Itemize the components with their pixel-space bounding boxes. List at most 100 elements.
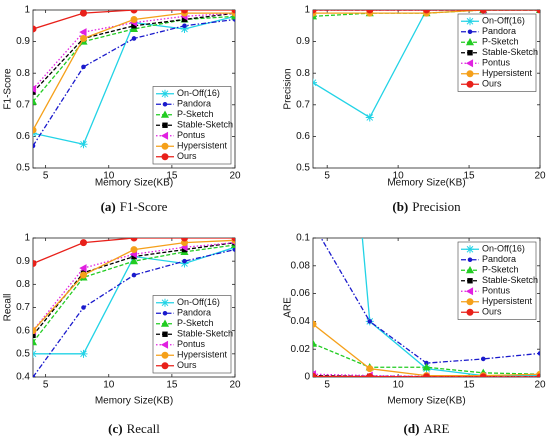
marker <box>366 365 374 373</box>
x-axis-label: Memory Size(KB) <box>387 396 465 407</box>
marker <box>467 29 473 35</box>
y-tick-label: 0.4 <box>16 372 30 383</box>
y-tick-label: 0.9 <box>16 36 30 47</box>
marker <box>130 15 138 23</box>
y-tick-label: 0.5 <box>16 348 30 359</box>
y-tick-label: 0.5 <box>16 163 30 174</box>
marker <box>33 349 37 358</box>
marker <box>313 320 317 328</box>
legend-label: Stable-Sketch <box>482 47 538 57</box>
marker <box>366 373 374 377</box>
marker <box>33 259 37 267</box>
marker <box>80 34 87 42</box>
x-tick-label: 5 <box>324 380 330 391</box>
marker <box>182 258 187 264</box>
series-group <box>33 238 235 377</box>
series-group <box>33 10 235 149</box>
marker <box>33 84 37 94</box>
x-tick-label: 20 <box>534 171 546 182</box>
series-line <box>33 241 235 332</box>
marker <box>160 131 169 140</box>
marker <box>466 245 474 254</box>
marker <box>465 38 475 46</box>
marker <box>161 362 169 370</box>
y-tick-label: 0.08 <box>291 260 311 271</box>
legend-label: Pandora <box>482 254 516 264</box>
marker <box>162 310 168 316</box>
marker <box>467 50 473 56</box>
marker <box>480 356 486 362</box>
marker <box>465 266 475 274</box>
caption: (c) Recall <box>108 421 160 436</box>
marker <box>33 332 36 339</box>
legend-label: Ours <box>177 151 197 161</box>
y-tick-label: 0.6 <box>16 325 30 336</box>
marker <box>181 238 188 242</box>
marker <box>180 24 189 33</box>
marker <box>423 10 430 14</box>
legend-label: P-Sketch <box>482 37 519 47</box>
x-tick-label: 10 <box>393 380 405 391</box>
legend-label: Ours <box>482 307 502 317</box>
legend-label: Pandora <box>482 26 516 36</box>
caption-text: ARE <box>423 421 449 436</box>
legend-label: Hypersistent <box>177 350 228 360</box>
x-tick-label: 15 <box>464 171 476 182</box>
marker <box>423 373 430 377</box>
marker <box>231 10 235 14</box>
marker <box>536 10 540 14</box>
marker <box>537 351 540 356</box>
marker <box>33 338 38 346</box>
marker <box>466 70 474 78</box>
caption-label: (b) <box>392 199 408 214</box>
x-tick-label: 15 <box>464 380 476 391</box>
y-tick-label: 0.06 <box>291 288 311 299</box>
marker <box>80 271 87 279</box>
marker <box>33 327 37 335</box>
y-tick-label: 1 <box>24 233 30 244</box>
legend-label: Pontus <box>177 339 206 349</box>
legend-label: P-Sketch <box>177 109 214 119</box>
y-axis-label: Precision <box>283 68 294 109</box>
series-group <box>313 10 540 122</box>
y-tick-label: 0.7 <box>16 99 30 110</box>
legend-label: P-Sketch <box>177 318 214 328</box>
marker <box>131 272 137 278</box>
marker <box>80 10 87 17</box>
caption-text: Precision <box>412 199 461 214</box>
series-line <box>313 10 540 119</box>
legend-label: Stable-Sketch <box>177 329 233 339</box>
y-tick-label: 0.8 <box>16 68 30 79</box>
marker <box>129 256 139 265</box>
y-tick-label: 0.8 <box>16 279 30 290</box>
marker <box>465 59 474 68</box>
legend-label: On-Off(16) <box>482 244 525 254</box>
marker <box>33 126 37 134</box>
marker <box>162 331 168 337</box>
legend-label: Pandora <box>177 308 211 318</box>
legend-label: Pandora <box>177 99 211 109</box>
marker <box>182 23 187 29</box>
marker <box>33 143 36 149</box>
x-tick-label: 10 <box>103 171 115 182</box>
marker <box>79 28 87 37</box>
legend-label: Pontus <box>482 58 511 68</box>
marker <box>161 89 169 98</box>
marker <box>160 110 170 118</box>
y-tick-label: 0.9 <box>296 36 310 47</box>
marker <box>467 257 473 263</box>
series-line <box>313 10 540 17</box>
legend-label: Hypersistent <box>177 141 228 151</box>
legend-label: P-Sketch <box>482 265 519 275</box>
legend-label: Stable-Sketch <box>482 275 538 285</box>
series-line <box>33 10 235 30</box>
marker <box>313 339 318 347</box>
marker <box>465 287 474 296</box>
y-tick-label: 0.7 <box>16 302 30 313</box>
x-tick-label: 10 <box>393 171 405 182</box>
x-tick-label: 20 <box>534 380 546 391</box>
legend: On-Off(16)PandoraP-SketchStable-SketchPo… <box>152 295 233 374</box>
